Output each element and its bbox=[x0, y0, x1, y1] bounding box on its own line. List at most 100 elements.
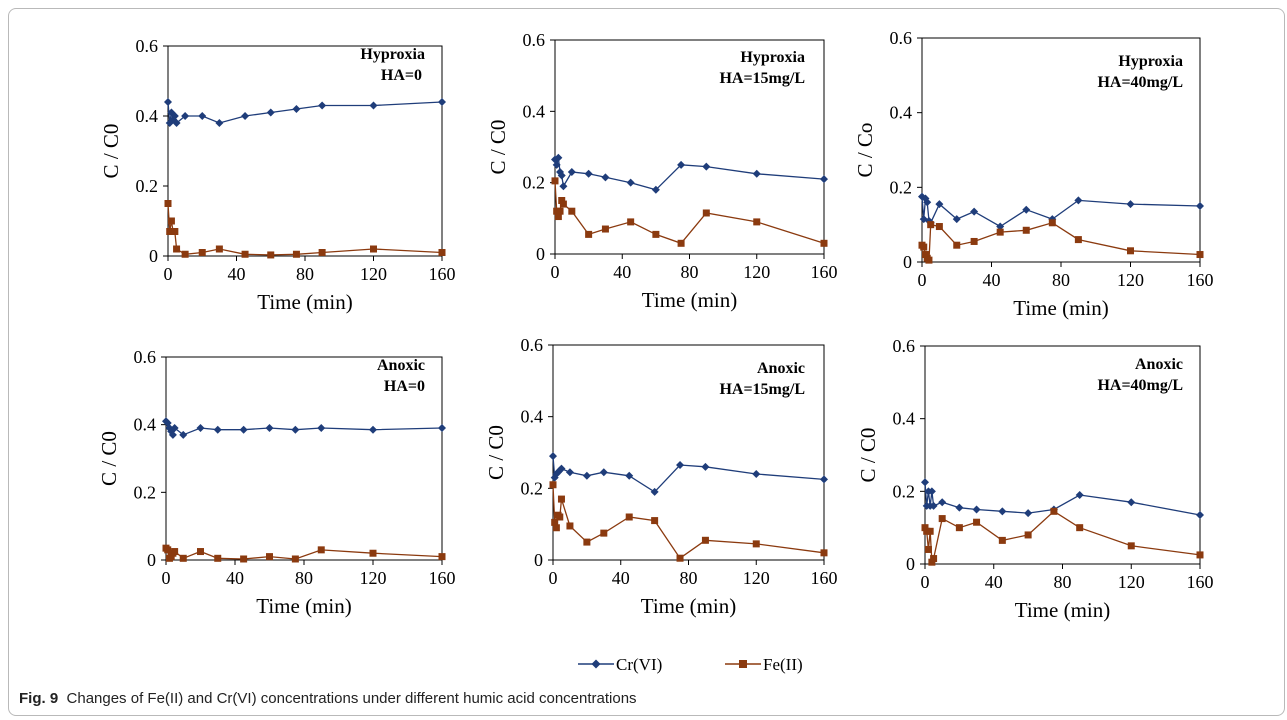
legend-marker bbox=[739, 660, 747, 668]
x-tick-label: 160 bbox=[811, 568, 838, 588]
data-point bbox=[601, 173, 610, 182]
data-point bbox=[241, 112, 250, 120]
series-line bbox=[924, 482, 1201, 516]
data-point bbox=[317, 546, 325, 554]
data-point bbox=[925, 256, 933, 264]
series-line bbox=[924, 510, 1201, 563]
data-point bbox=[181, 250, 189, 258]
x-tick-label: 40 bbox=[613, 262, 631, 282]
data-point bbox=[171, 548, 179, 556]
series-feii bbox=[162, 544, 446, 563]
chart-panel-6: 0 0.2 0.4 0.6 0 40 80 120 160 Time (min) C / C0 Ano… bbox=[856, 336, 1214, 622]
y-axis-label: C / C0 bbox=[486, 120, 510, 175]
x-tick-label: 0 bbox=[918, 270, 927, 290]
data-point bbox=[291, 425, 300, 434]
data-point bbox=[554, 153, 563, 162]
data-point bbox=[1126, 200, 1135, 209]
x-tick-label: 0 bbox=[162, 568, 171, 588]
data-point bbox=[170, 112, 179, 120]
chart-panel-1: 0 0.2 0.4 0.6 0 40 80 120 160 Time (min) C / C0 Hyp… bbox=[99, 36, 456, 314]
data-point bbox=[651, 185, 660, 194]
x-tick-label: 80 bbox=[296, 264, 314, 284]
data-point bbox=[625, 513, 633, 521]
series-crvi bbox=[918, 192, 1204, 231]
series-feii bbox=[921, 507, 1204, 566]
data-point bbox=[566, 522, 574, 530]
x-tick-label: 0 bbox=[551, 262, 560, 282]
data-point bbox=[265, 424, 274, 433]
data-point bbox=[1074, 236, 1082, 244]
data-point bbox=[1024, 531, 1032, 539]
x-tick-label: 0 bbox=[921, 572, 930, 592]
data-point bbox=[171, 228, 179, 235]
data-point bbox=[167, 217, 175, 225]
data-point bbox=[970, 237, 978, 245]
data-point bbox=[558, 197, 566, 204]
y-tick-label: 0 bbox=[147, 550, 156, 570]
caption-label: Fig. 9 bbox=[19, 690, 59, 707]
y-tick-label: 0.6 bbox=[893, 336, 916, 356]
data-point bbox=[702, 162, 711, 171]
panel-annotation: Hyproxia bbox=[740, 49, 805, 66]
series-crvi bbox=[549, 452, 828, 496]
y-tick-label: 0.4 bbox=[521, 407, 544, 427]
data-point bbox=[1076, 524, 1084, 532]
data-point bbox=[559, 200, 567, 208]
series-line bbox=[167, 101, 443, 125]
data-point bbox=[557, 495, 565, 503]
data-point bbox=[952, 215, 961, 224]
y-tick-label: 0.6 bbox=[523, 30, 546, 50]
data-point bbox=[921, 524, 929, 532]
data-point bbox=[752, 540, 760, 548]
x-axis-label: Time (min) bbox=[1013, 296, 1108, 320]
data-point bbox=[369, 425, 377, 434]
data-point bbox=[559, 182, 568, 191]
chart-panel-5: 0 0.2 0.4 0.6 0 40 80 120 160 Time (min) C / C0 Ano… bbox=[484, 335, 838, 618]
data-point bbox=[438, 553, 446, 561]
data-point bbox=[1196, 251, 1204, 259]
data-point bbox=[438, 98, 446, 106]
data-point bbox=[179, 430, 188, 439]
data-point bbox=[1050, 507, 1058, 515]
data-point bbox=[584, 169, 593, 178]
y-tick-label: 0.4 bbox=[134, 415, 157, 435]
series-line bbox=[165, 420, 443, 437]
data-point bbox=[267, 251, 275, 259]
data-point bbox=[626, 178, 635, 187]
data-point bbox=[266, 108, 275, 117]
data-point bbox=[935, 223, 943, 231]
data-point bbox=[927, 221, 935, 229]
y-tick-label: 0 bbox=[536, 244, 545, 264]
data-point bbox=[197, 548, 204, 556]
x-tick-label: 80 bbox=[681, 262, 699, 282]
data-point bbox=[926, 527, 934, 535]
panel-annotation: Anoxic bbox=[757, 360, 805, 377]
legend-marker bbox=[591, 659, 601, 669]
legend-item: Fe(II) bbox=[725, 655, 803, 674]
data-point bbox=[972, 505, 981, 514]
data-point bbox=[557, 171, 566, 180]
data-point bbox=[1024, 509, 1033, 518]
data-point bbox=[998, 507, 1007, 516]
data-point bbox=[701, 462, 710, 471]
data-point bbox=[369, 101, 378, 110]
data-point bbox=[1196, 551, 1204, 559]
panel-annotation: HA=15mg/L bbox=[719, 70, 805, 87]
y-tick-label: 0.2 bbox=[134, 482, 157, 502]
data-point bbox=[1196, 202, 1204, 210]
y-tick-label: 0.4 bbox=[136, 106, 159, 126]
x-tick-label: 80 bbox=[1052, 270, 1070, 290]
data-point bbox=[650, 487, 659, 496]
series-line bbox=[554, 180, 825, 245]
data-point bbox=[652, 230, 660, 238]
series-line bbox=[554, 157, 825, 191]
legend-item: Cr(VI) bbox=[578, 655, 662, 674]
y-tick-label: 0.6 bbox=[890, 28, 913, 48]
data-point bbox=[938, 515, 946, 523]
data-point bbox=[215, 119, 224, 127]
data-point bbox=[317, 424, 326, 433]
data-point bbox=[318, 101, 327, 110]
data-point bbox=[170, 424, 179, 433]
data-point bbox=[1196, 510, 1204, 519]
